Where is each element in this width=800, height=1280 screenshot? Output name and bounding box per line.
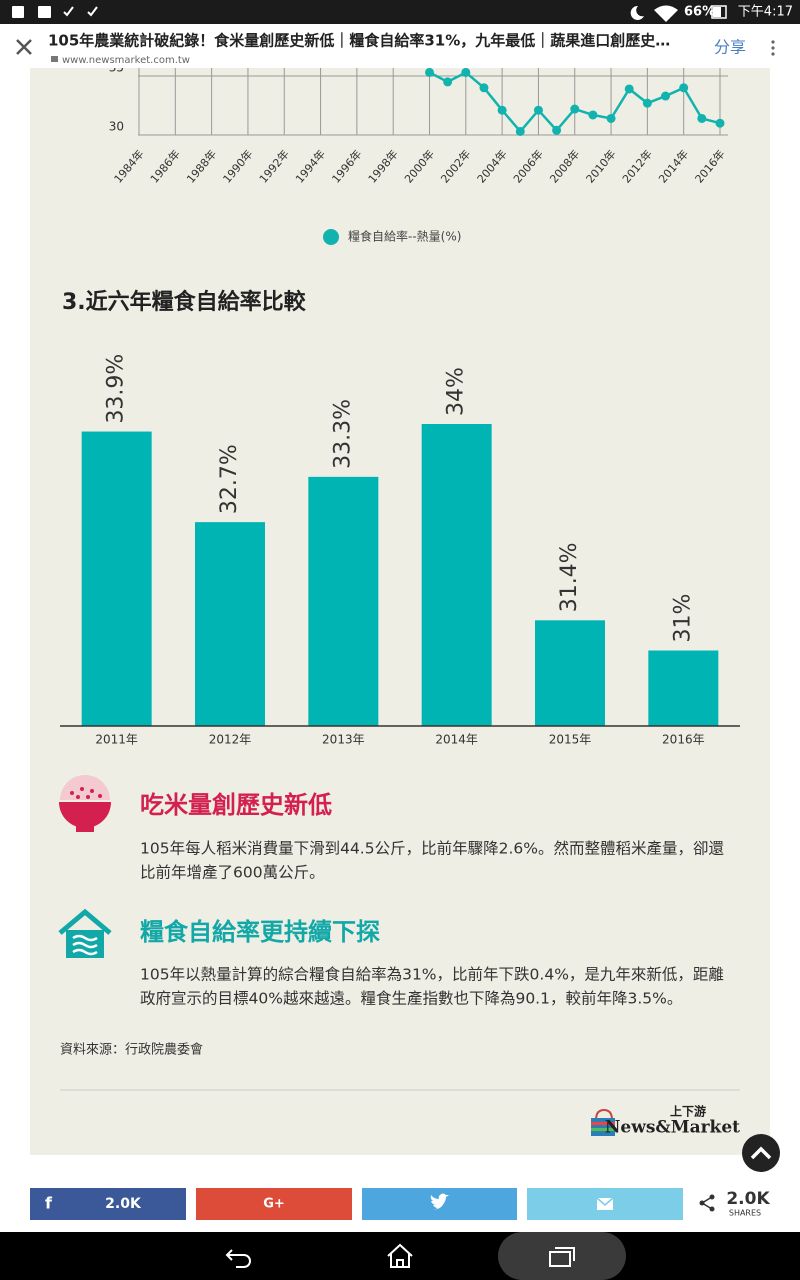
status-icons xyxy=(12,5,727,22)
share-total: 2.0K xyxy=(726,1189,770,1209)
section-text: 比前年增產了600萬公斤。 xyxy=(140,864,325,882)
source: 資料來源：行政院農委會 xyxy=(60,1043,203,1058)
y-tick-label: 35 xyxy=(109,61,124,75)
point xyxy=(679,83,689,93)
chart-title: 3.近六年糧食自給率比較 xyxy=(62,289,307,315)
menu-button[interactable] xyxy=(771,40,775,56)
bar xyxy=(81,431,152,726)
x-tick-label: 2011年 xyxy=(95,733,138,747)
bar xyxy=(308,476,379,726)
facebook-icon: f xyxy=(45,1194,53,1213)
point xyxy=(497,105,507,115)
point xyxy=(606,113,616,123)
page-title: 105年農業統計破紀錄！食米量創歷史新低｜糧食自給率31%，九年最低｜蔬果進口創… xyxy=(48,32,670,50)
point xyxy=(552,125,562,135)
logo-name: News&Market xyxy=(605,1118,740,1138)
x-tick-label: 2015年 xyxy=(549,733,592,747)
google-icon: G+ xyxy=(263,1197,285,1212)
bar xyxy=(535,620,605,726)
point xyxy=(588,110,598,120)
section-text: 105年每人稻米消費量下滑到44.5公斤，比前年驟降2.6%。然而整體稻米產量，… xyxy=(140,840,724,858)
back-button[interactable] xyxy=(225,1249,251,1268)
url: www.newsmarket.com.tw xyxy=(62,55,190,66)
house-icon xyxy=(58,908,112,958)
value-label: 34% xyxy=(444,367,469,416)
x-tick-label: 2014年 xyxy=(435,733,478,747)
point xyxy=(624,84,634,94)
value-label: 33.9% xyxy=(104,354,129,424)
battery: 66% xyxy=(684,5,715,20)
infographic-bg xyxy=(30,60,770,1155)
point xyxy=(479,83,489,93)
facebook-button[interactable]: f 2.0K xyxy=(30,1188,186,1220)
legend-label: 糧食自給率--熱量(%) xyxy=(348,229,461,244)
point xyxy=(443,77,453,87)
point xyxy=(715,118,725,128)
x-tick-label: 2016年 xyxy=(662,733,705,747)
bar xyxy=(195,522,265,726)
value-label: 33.3% xyxy=(330,399,355,469)
google-button[interactable]: G+ xyxy=(196,1188,352,1220)
lock-icon xyxy=(51,56,58,62)
rice-icon xyxy=(59,775,111,832)
point xyxy=(642,98,652,108)
close-button[interactable] xyxy=(16,39,32,55)
x-tick-label: 2012年 xyxy=(209,733,252,747)
value-label: 32.7% xyxy=(217,444,242,514)
share-icon[interactable] xyxy=(699,1194,715,1212)
legend-swatch xyxy=(323,229,339,245)
browser-bar xyxy=(0,24,800,68)
x-tick-label: 2013年 xyxy=(322,733,365,747)
email-button[interactable] xyxy=(527,1188,683,1220)
point xyxy=(461,68,471,77)
point xyxy=(697,113,707,123)
twitter-button[interactable] xyxy=(362,1188,517,1220)
section-title: 吃米量創歷史新低 xyxy=(140,791,332,819)
nav-bar xyxy=(0,1232,800,1280)
section-text: 政府宣示的目標40%越來越遠。糧食生產指數也下降為90.1，較前年降3.5%。 xyxy=(140,990,682,1008)
logo-bag xyxy=(591,1108,615,1136)
share-total-label: SHARES xyxy=(729,1209,761,1218)
share-link[interactable]: 分享 xyxy=(714,38,746,57)
scroll-top-button[interactable] xyxy=(742,1134,780,1172)
y-tick-label: 30 xyxy=(109,120,124,134)
clock: 下午4:17 xyxy=(738,5,793,20)
point xyxy=(425,68,434,77)
section-text: 105年以熱量計算的綜合糧食自給率為31%，比前年下跌0.4%，是九年來新低，距… xyxy=(140,965,724,984)
bar xyxy=(421,424,492,726)
point xyxy=(661,91,671,101)
home-button[interactable] xyxy=(387,1243,413,1268)
point xyxy=(515,126,525,136)
facebook-count: 2.0K xyxy=(105,1196,142,1212)
point xyxy=(533,105,543,115)
status-bar xyxy=(0,0,800,24)
value-label: 31% xyxy=(670,594,695,643)
section-title: 糧食自給率更持續下探 xyxy=(140,918,380,946)
point xyxy=(570,104,580,114)
value-label: 31.4% xyxy=(557,542,582,612)
logo-top: 上下游 xyxy=(670,1104,706,1119)
bar xyxy=(648,650,719,726)
recent-apps-button[interactable] xyxy=(498,1232,626,1280)
